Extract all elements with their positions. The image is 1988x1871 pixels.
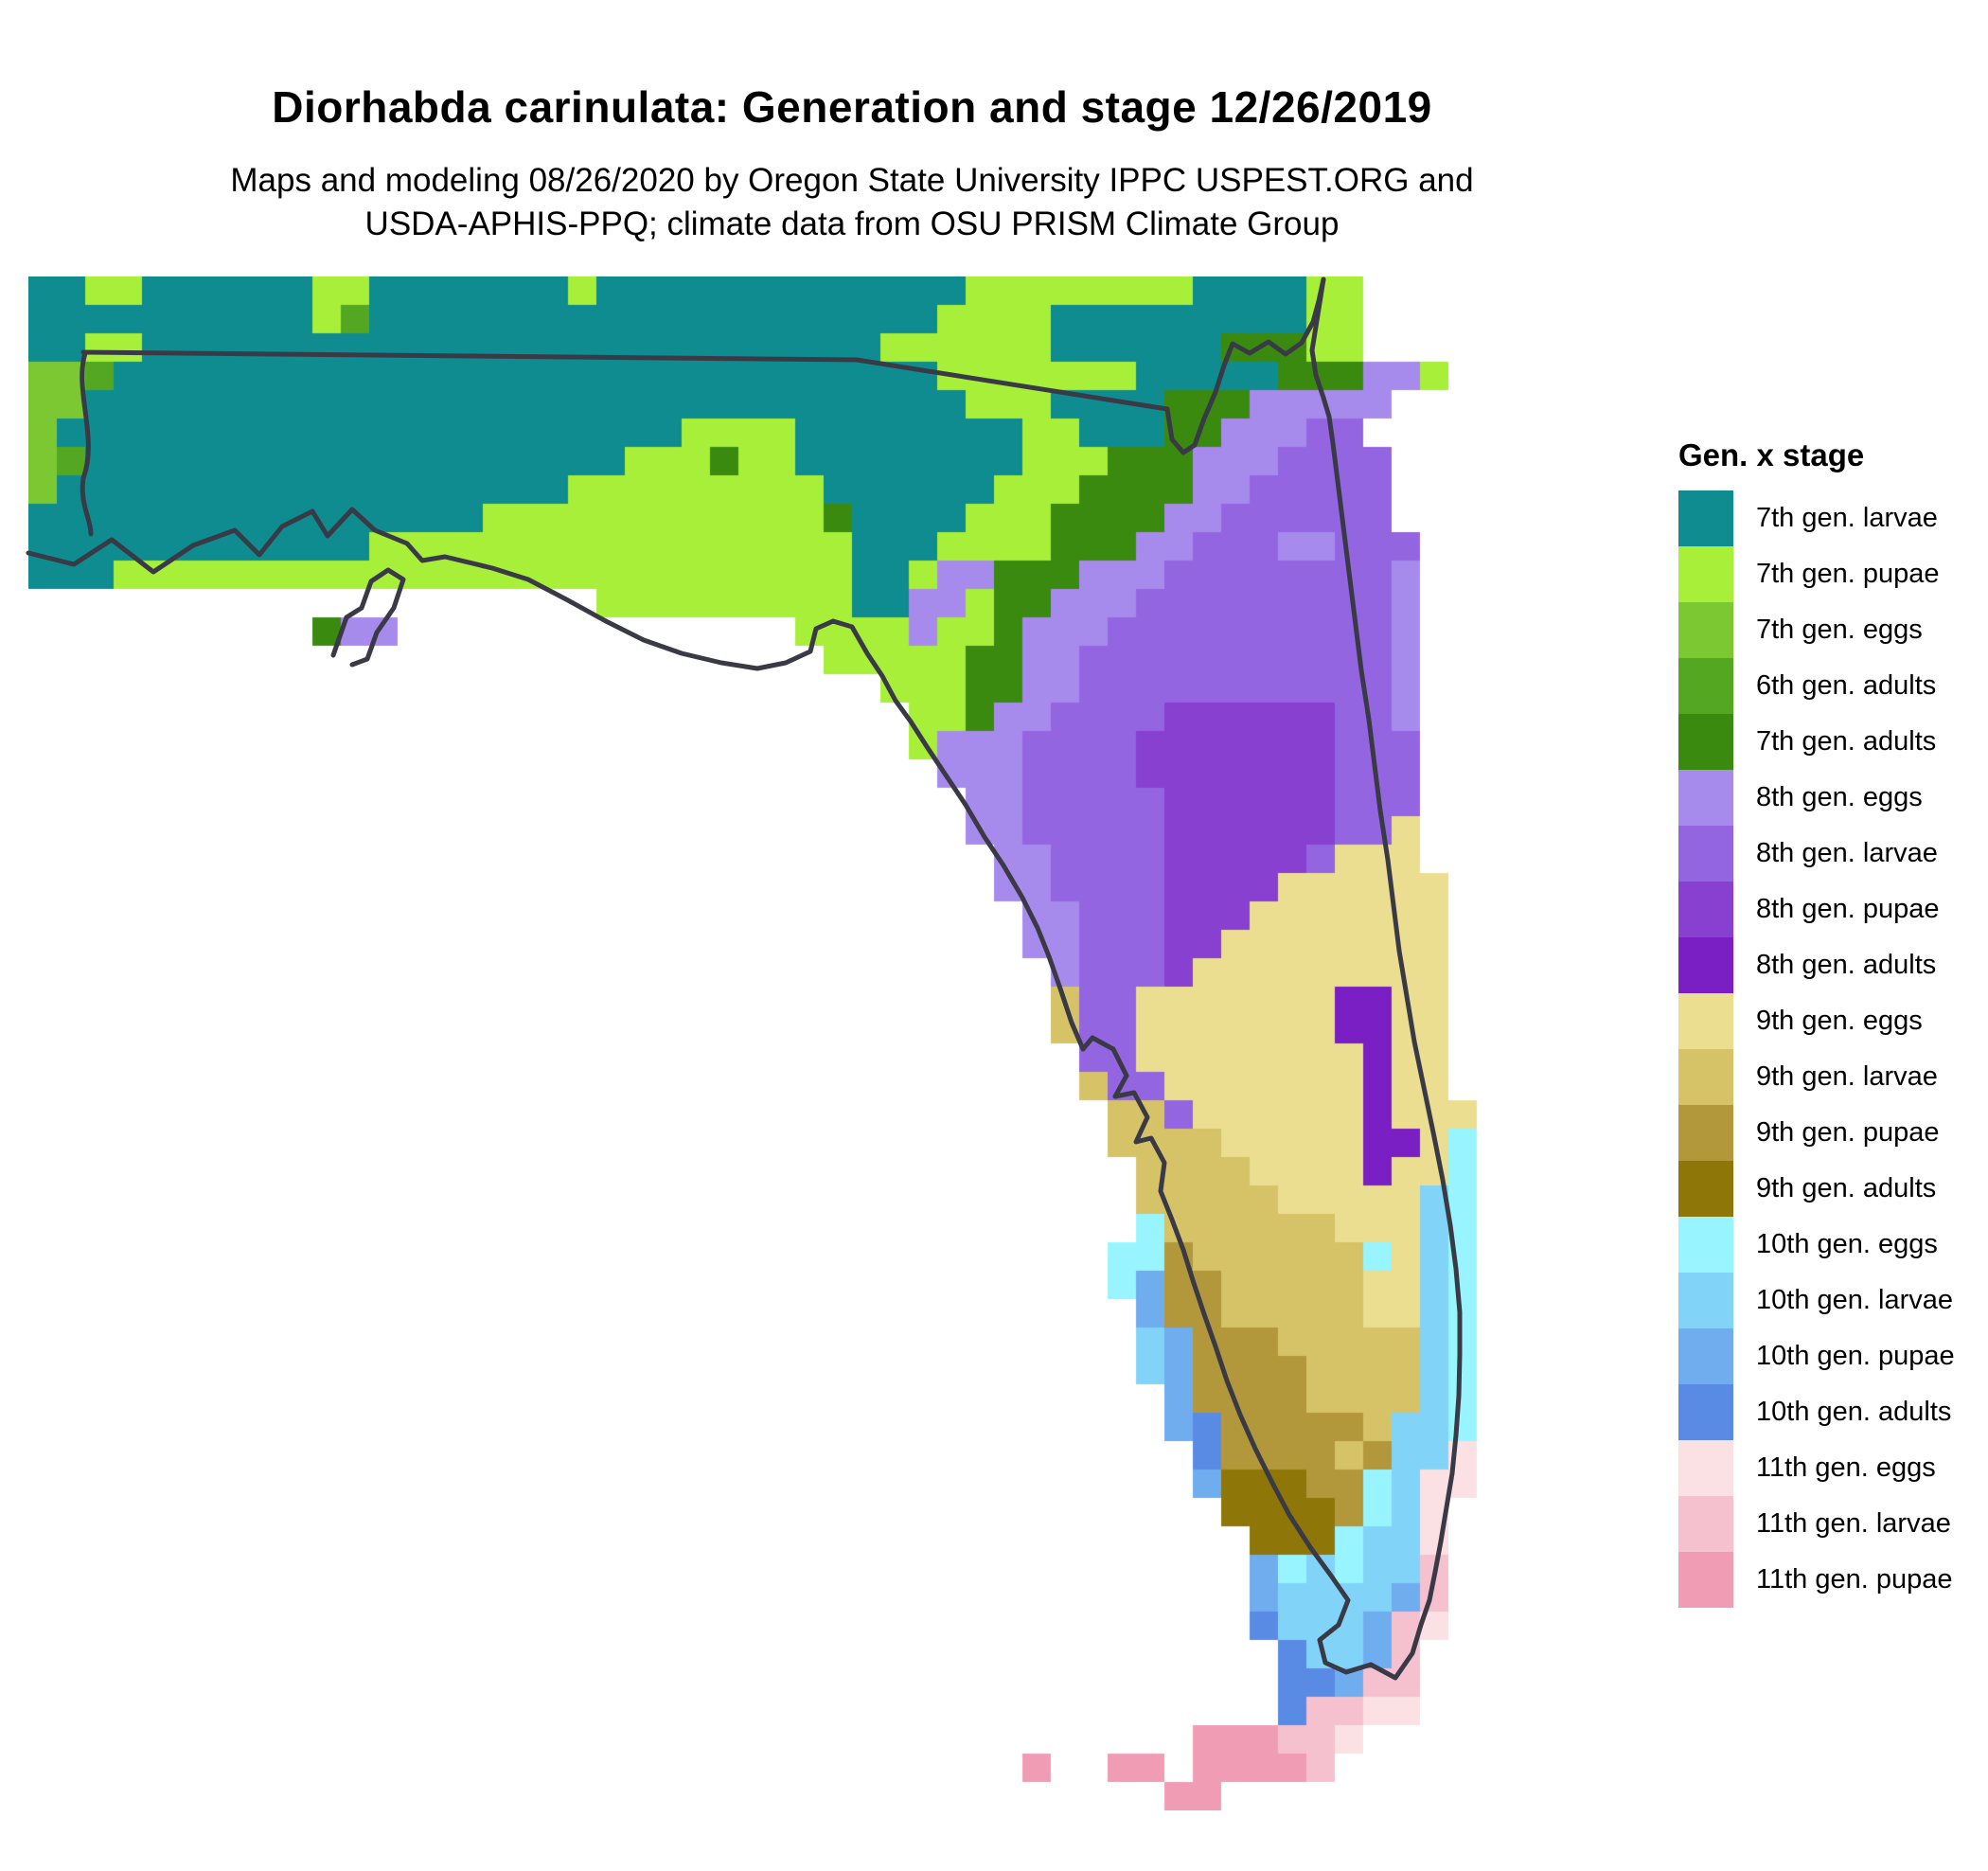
legend-item: 10th gen. eggs <box>1678 1217 1981 1273</box>
legend-swatch-16 <box>1678 1328 1733 1384</box>
legend-swatch-7 <box>1678 826 1733 882</box>
legend-label: 7th gen. eggs <box>1756 615 1923 645</box>
legend-swatch-1 <box>1678 490 1733 546</box>
map-subtitle-line1: Maps and modeling 08/26/2020 by Oregon S… <box>230 162 1474 199</box>
legend-item: 9th gen. adults <box>1678 1161 1981 1217</box>
chart-header: Diorhabda carinulata: Generation and sta… <box>0 81 1704 246</box>
legend-label: 9th gen. larvae <box>1756 1061 1938 1092</box>
legend-label: 8th gen. eggs <box>1756 782 1923 812</box>
legend-label: 10th gen. larvae <box>1756 1285 1953 1315</box>
legend-item: 7th gen. adults <box>1678 714 1981 770</box>
legend-item: 8th gen. larvae <box>1678 826 1981 882</box>
legend-swatch-10 <box>1678 993 1733 1049</box>
legend-label: 8th gen. larvae <box>1756 838 1938 868</box>
legend-swatch-2 <box>1678 546 1733 602</box>
legend-item: 10th gen. pupae <box>1678 1328 1981 1384</box>
legend-item: 7th gen. pupae <box>1678 546 1981 602</box>
legend-swatch-13 <box>1678 1161 1733 1217</box>
legend-label: 6th gen. adults <box>1756 670 1937 701</box>
legend-label: 11th gen. larvae <box>1756 1508 1951 1539</box>
legend-label: 10th gen. pupae <box>1756 1341 1955 1371</box>
legend-swatch-14 <box>1678 1217 1733 1273</box>
legend-swatch-8 <box>1678 882 1733 937</box>
legend-label: 11th gen. eggs <box>1756 1452 1936 1483</box>
legend-swatch-18 <box>1678 1440 1733 1496</box>
legend-label: 8th gen. adults <box>1756 950 1937 980</box>
florida-raster-map <box>28 276 1590 1810</box>
map-subtitle-line2: USDA-APHIS-PPQ; climate data from OSU PR… <box>364 205 1340 242</box>
legend-item: 11th gen. larvae <box>1678 1496 1981 1552</box>
legend-title: Gen. x stage <box>1678 437 1865 472</box>
legend-label: 9th gen. pupae <box>1756 1117 1940 1148</box>
legend-swatch-9 <box>1678 937 1733 993</box>
legend-swatch-19 <box>1678 1496 1733 1552</box>
legend-item: 8th gen. adults <box>1678 937 1981 993</box>
legend-item: 10th gen. adults <box>1678 1384 1981 1440</box>
legend-label: 9th gen. adults <box>1756 1173 1937 1203</box>
legend-label: 7th gen. pupae <box>1756 559 1940 589</box>
legend-label: 10th gen. eggs <box>1756 1229 1938 1259</box>
legend-item: 9th gen. pupae <box>1678 1105 1981 1161</box>
legend-item: 6th gen. adults <box>1678 658 1981 714</box>
legend-label: 7th gen. larvae <box>1756 503 1938 533</box>
legend-item: 8th gen. eggs <box>1678 770 1981 826</box>
legend-swatch-5 <box>1678 714 1733 770</box>
legend-item: 8th gen. pupae <box>1678 882 1981 937</box>
legend-item: 7th gen. larvae <box>1678 490 1981 546</box>
legend-swatch-11 <box>1678 1049 1733 1105</box>
legend-label: 10th gen. adults <box>1756 1397 1952 1427</box>
legend-panel: Gen. x stage 7th gen. larvae 7th gen. pup… <box>1678 437 1981 1608</box>
legend-label: 9th gen. eggs <box>1756 1006 1923 1036</box>
legend-item: 9th gen. larvae <box>1678 1049 1981 1105</box>
legend-items: 7th gen. larvae 7th gen. pupae 7th gen. eg… <box>1678 490 1981 1608</box>
legend-item: 11th gen. pupae <box>1678 1552 1981 1608</box>
legend-swatch-15 <box>1678 1273 1733 1328</box>
legend-item: 9th gen. eggs <box>1678 993 1981 1049</box>
legend-label: 8th gen. pupae <box>1756 894 1940 924</box>
legend-swatch-20 <box>1678 1552 1733 1608</box>
legend-swatch-6 <box>1678 770 1733 826</box>
legend-label: 7th gen. adults <box>1756 726 1937 757</box>
legend-swatch-4 <box>1678 658 1733 714</box>
legend-item: 10th gen. larvae <box>1678 1273 1981 1328</box>
legend-swatch-12 <box>1678 1105 1733 1161</box>
legend-item: 7th gen. eggs <box>1678 602 1981 658</box>
map-title: Diorhabda carinulata: Generation and sta… <box>272 82 1432 132</box>
legend-item: 11th gen. eggs <box>1678 1440 1981 1496</box>
legend-swatch-17 <box>1678 1384 1733 1440</box>
legend-swatch-3 <box>1678 602 1733 658</box>
legend-label: 11th gen. pupae <box>1756 1564 1953 1595</box>
